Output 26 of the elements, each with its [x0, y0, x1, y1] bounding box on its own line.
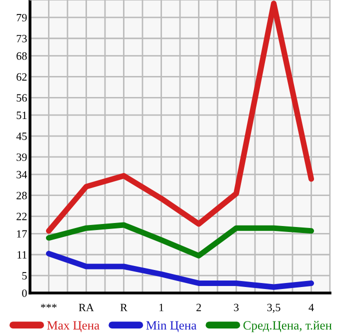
x-tick-label: 3 [234, 304, 239, 312]
y-tick-label: 62 [16, 73, 27, 81]
y-tick-label: 73 [16, 34, 27, 42]
y-tick-label: 45 [16, 132, 27, 140]
x-tick-label: 1 [159, 304, 164, 312]
x-tick-label: RA [78, 304, 94, 312]
x-tick-label: *** [40, 304, 57, 308]
legend-label: Max Цена [47, 321, 100, 332]
y-tick-label: 22 [16, 212, 27, 220]
y-tick-label: 28 [16, 192, 27, 200]
y-tick-label: 0 [22, 289, 27, 297]
y-tick-label: 5 [22, 272, 27, 280]
y-tick-label: 11 [18, 251, 27, 258]
y-tick-label: 56 [16, 94, 27, 102]
y-tick-label: 68 [16, 52, 27, 60]
y-tick-label: 39 [16, 153, 27, 161]
x-tick-label: 2 [196, 304, 201, 312]
y-tick-label: 79 [16, 14, 27, 22]
legend-label: Min Цена [146, 321, 196, 332]
y-tick-label: 51 [16, 112, 27, 120]
legend-label: Сред.Цена, т.йен [243, 320, 332, 332]
y-tick-label: 34 [16, 170, 28, 178]
x-tick-label: 4 [308, 304, 314, 312]
x-tick-label: R [120, 304, 128, 312]
x-tick-label: 3,5 [267, 304, 280, 313]
y-tick-label: 17 [17, 230, 27, 238]
